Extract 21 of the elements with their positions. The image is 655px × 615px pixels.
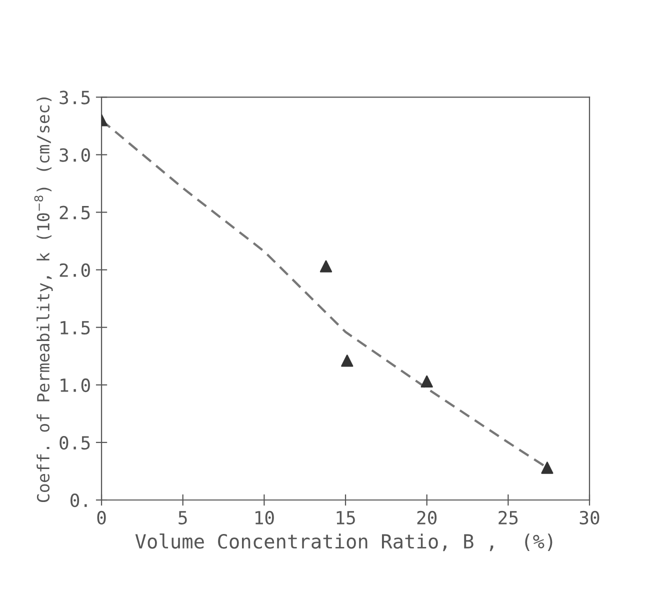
y-tick-label: 2.0	[60, 263, 90, 277]
x-tick-label: 20	[417, 510, 437, 524]
y-tick-label: 1.0	[60, 378, 90, 392]
x-tick-label: 5	[178, 511, 187, 524]
point	[320, 260, 332, 272]
x-tick-label: 15	[336, 511, 355, 524]
y-tick-label: 0.	[70, 494, 87, 508]
point	[341, 354, 354, 367]
y-tick-label: 0.5	[60, 436, 90, 450]
y-axis-title: Coeff. of Permeability, k (10$^{−8}$) (cm/sec)	[34, 97, 53, 502]
point	[420, 375, 433, 388]
x-tick-label: 0	[97, 510, 106, 524]
x-axis-title: Volume Concentration Ratio, B , (%)	[135, 534, 552, 552]
y-tick-label: 3.5	[60, 90, 90, 104]
x-tick-label: 25	[498, 510, 518, 524]
y-tick-label: 3.0	[60, 148, 90, 162]
x-tick-label: 30	[580, 510, 600, 524]
x-tick-label: 10	[255, 510, 274, 524]
y-tick-label: 2.5	[60, 206, 90, 220]
y-tick-label: 1.5	[60, 321, 90, 335]
point	[541, 462, 554, 474]
